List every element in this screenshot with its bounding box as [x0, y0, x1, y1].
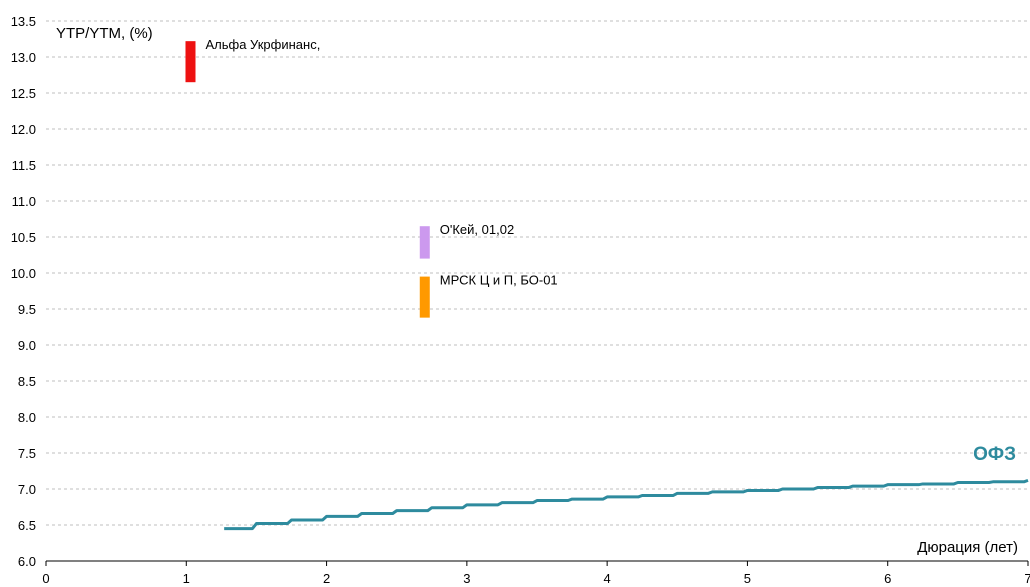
y-tick-label: 11.5 — [12, 158, 36, 173]
x-tick-label: 2 — [323, 571, 330, 586]
y-tick-label: 12.0 — [11, 122, 36, 137]
y-tick-label: 7.0 — [18, 482, 36, 497]
y-tick-label: 10.0 — [11, 266, 36, 281]
y-tick-label: 8.0 — [18, 410, 36, 425]
y-tick-labels: 6.0 6.5 7.0 7.5 8.0 8.5 9.0 9.5 10.0 10.5 11.0 11.5… — [11, 14, 36, 569]
series-layer: ОФЗ — [224, 444, 1029, 531]
x-tick-labels: 0 1 2 3 4 5 6 7 — [42, 561, 1030, 586]
y-tick-label: 6.5 — [18, 518, 36, 533]
x-tick-label: 6 — [884, 571, 891, 586]
x-tick-label: 1 — [183, 571, 190, 586]
grid-lines — [46, 20, 1028, 526]
issuer-ranges: Альфа Укрфинанс, О'Кей, 01,02 МРСК Ц и П, … — [185, 37, 558, 318]
x-tick-label: 5 — [744, 571, 751, 586]
series-label: ОФЗ — [973, 444, 1016, 465]
range-bar — [419, 276, 430, 318]
y-tick-label: 7.5 — [18, 446, 36, 461]
y-tick-label: 13.5 — [11, 14, 36, 29]
y-tick-label: 8.5 — [18, 374, 36, 389]
x-tick-label: 0 — [42, 571, 49, 586]
y-tick-label: 9.0 — [18, 338, 36, 353]
y-tick-label: 12.5 — [11, 86, 36, 101]
y-tick-label: 6.0 — [18, 554, 36, 569]
range-label: Альфа Укрфинанс, — [205, 37, 320, 52]
range-label: О'Кей, 01,02 — [440, 222, 514, 237]
x-tick-label: 4 — [604, 571, 611, 586]
y-tick-label: 9.5 — [18, 302, 36, 317]
series-line — [224, 478, 1029, 531]
x-tick-label: 7 — [1024, 571, 1030, 586]
x-axis-title: Дюрация (лет) — [917, 539, 1018, 556]
y-tick-label: 11.0 — [12, 194, 36, 209]
y-tick-label: 13.0 — [11, 50, 36, 65]
y-axis-title: YTP/YTM, (%) — [56, 25, 153, 42]
x-tick-label: 3 — [463, 571, 470, 586]
range-bar — [419, 226, 430, 259]
range-bar — [185, 41, 196, 83]
range-label: МРСК Ц и П, БО-01 — [440, 273, 558, 288]
y-tick-label: 10.5 — [11, 230, 36, 245]
